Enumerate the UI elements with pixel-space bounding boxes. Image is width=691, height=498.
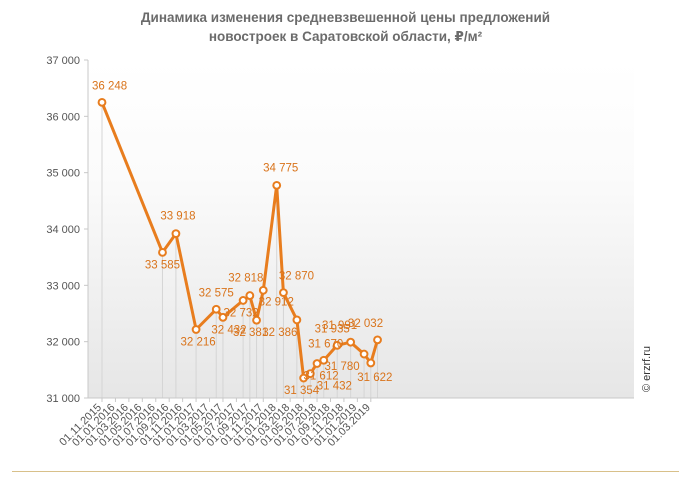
y-tick-label: 33 000	[46, 280, 80, 292]
data-point	[373, 335, 382, 345]
data-point	[245, 291, 255, 300]
drop-lines	[101, 102, 379, 398]
data-label: 32 032	[348, 318, 383, 330]
data-point	[359, 349, 369, 359]
data-label: 34 775	[263, 162, 298, 174]
data-point	[305, 369, 315, 379]
y-tick-label: 36 000	[46, 111, 80, 123]
data-label: 32 381	[233, 327, 268, 339]
data-point	[191, 325, 201, 334]
y-tick-label: 31 000	[46, 393, 80, 405]
data-point	[366, 358, 376, 368]
data-point	[171, 229, 181, 239]
series-line	[97, 97, 382, 383]
chart-title-line-2: новостроек в Саратовской области, ₽/м²	[208, 29, 483, 44]
y-tick-labels: 31 000 32 000 33 000 34 000 35 000 36 000 37 0…	[46, 55, 80, 405]
data-point	[97, 97, 107, 107]
y-tick-label: 32 000	[46, 337, 80, 349]
chart-title: Динамика изменения средневзвешенной цены…	[0, 8, 691, 46]
data-label: 32 818	[228, 273, 263, 285]
axes	[84, 59, 634, 402]
data-point	[258, 285, 268, 295]
data-point	[218, 312, 228, 322]
data-labels: 36 248 33 585 33 918 32 216 32 575 32 432 32 7…	[92, 80, 392, 397]
y-tick-label: 35 000	[46, 168, 80, 180]
series-path	[100, 101, 379, 380]
data-point	[312, 359, 322, 368]
data-point	[319, 355, 329, 365]
data-point	[272, 180, 282, 190]
data-point	[332, 340, 342, 350]
data-label: 31 612	[303, 371, 338, 383]
y-tick-label: 34 000	[46, 224, 80, 236]
data-label: 32 912	[259, 296, 294, 308]
data-label: 32 386	[262, 327, 297, 339]
data-point	[211, 304, 221, 314]
data-label: 31 780	[324, 361, 359, 373]
chart-title-line-1: Динамика изменения средневзвешенной цены…	[140, 10, 551, 25]
footer-divider	[12, 471, 679, 472]
data-label: 32 432	[211, 324, 246, 336]
data-label: 31 622	[357, 372, 392, 384]
data-label: 31 432	[317, 381, 352, 393]
data-label: 32 732	[224, 307, 259, 319]
data-point	[238, 296, 248, 305]
data-point	[158, 247, 167, 257]
data-label: 31 354	[284, 385, 320, 397]
plot-area	[88, 60, 634, 398]
data-label: 32 575	[199, 287, 234, 299]
data-point	[292, 315, 302, 325]
data-label: 31 935	[315, 323, 350, 335]
data-label: 36 248	[92, 80, 127, 92]
data-point	[346, 337, 356, 347]
source-credit: © erzrf.ru	[641, 346, 653, 392]
data-label: 33 918	[160, 211, 195, 223]
data-label: 32 216	[180, 336, 215, 348]
y-tick-label: 37 000	[46, 55, 80, 67]
data-label: 31 991	[322, 320, 357, 332]
data-point	[252, 315, 261, 325]
data-label: 33 585	[145, 259, 180, 271]
data-label: 32 870	[279, 271, 314, 283]
data-label: 31 670	[308, 338, 343, 350]
data-point	[299, 373, 309, 383]
x-tick-labels: 01.11.201501.01.201601.03.201601.05.2016…	[57, 402, 373, 449]
data-point	[279, 288, 288, 298]
